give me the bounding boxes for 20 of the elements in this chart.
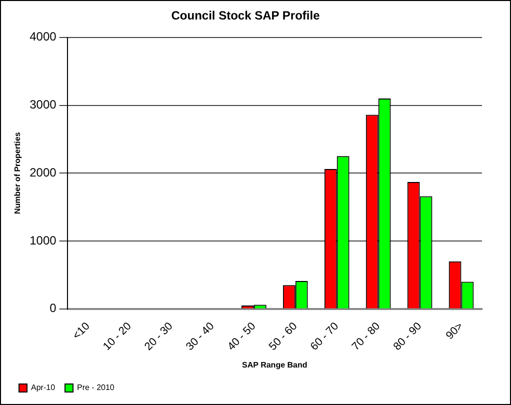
x-tick-label: 20 - 30 (142, 320, 176, 353)
y-tick-label: 0 (50, 301, 57, 316)
x-tick-label: 90> (444, 320, 466, 342)
chart-title: Council Stock SAP Profile (171, 8, 320, 23)
x-tick-label: 30 - 40 (184, 320, 217, 353)
x-tick-label: 40 - 50 (225, 320, 258, 353)
y-tick-label: 4000 (30, 30, 57, 44)
x-tick-label: 50 - 60 (266, 320, 300, 353)
y-tick-label: 1000 (30, 233, 57, 248)
y-tick-label: 3000 (30, 98, 57, 112)
y-tick-label: 2000 (30, 165, 57, 180)
x-tick-label: 70 - 80 (350, 320, 383, 353)
x-tick-label: 80 - 90 (391, 320, 424, 353)
x-axis-title: SAP Range Band (242, 360, 308, 370)
x-tick-label: <10 (70, 320, 92, 342)
legend-label: Pre - 2010 (77, 383, 115, 392)
x-tick-label: 10 - 20 (101, 320, 134, 353)
x-tick-label: 60 - 70 (308, 320, 342, 353)
y-axis-title: Number of Properties (13, 132, 22, 214)
legend-label: Apr-10 (31, 383, 56, 392)
